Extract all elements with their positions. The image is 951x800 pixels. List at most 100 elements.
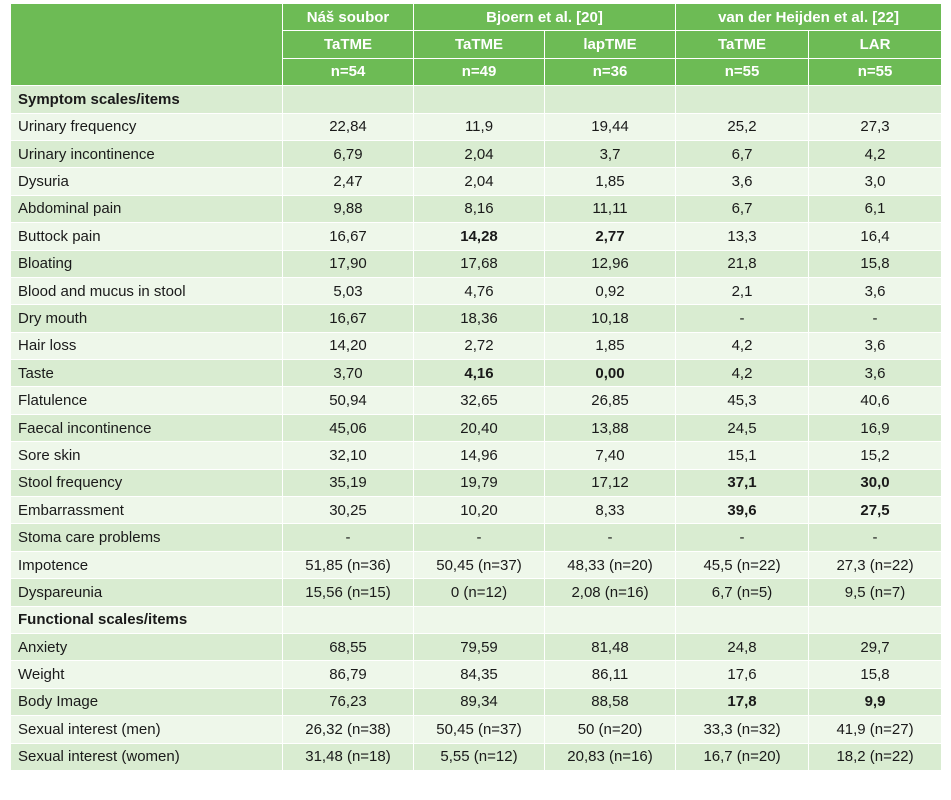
value-cell: 32,10 <box>282 441 414 470</box>
value-cell: 3,6 <box>808 331 943 361</box>
table-row: Hair loss 14,20 2,72 1,85 4,2 3,6 <box>10 331 943 361</box>
value-cell: 16,7 (n=20) <box>675 742 810 771</box>
value-cell: 8,33 <box>543 496 677 525</box>
value-cell: 13,88 <box>543 413 677 443</box>
value-cell: 0 (n=12) <box>413 578 545 607</box>
value-cell: - <box>282 523 414 552</box>
count-header: n=49 <box>413 57 545 87</box>
value-cell: 30,0 <box>808 468 943 498</box>
row-label: Dysuria <box>10 167 283 196</box>
value-cell: 20,83 (n=16) <box>543 742 677 771</box>
value-cell: 32,65 <box>413 386 545 415</box>
value-cell: 3,6 <box>808 276 943 306</box>
group-header-van-der-heijden: van der Heijden et al. [22] <box>675 2 943 32</box>
qol-comparison-table: Náš soubor Bjoern et al. [20] van der He… <box>10 2 943 771</box>
value-cell: 2,08 (n=16) <box>543 578 677 607</box>
value-cell: 4,2 <box>675 331 810 361</box>
table-row: Urinary incontinence 6,79 2,04 3,7 6,7 4,2 <box>10 139 943 169</box>
table-row: Dyspareunia 15,56 (n=15) 0 (n=12) 2,08 (n=1… <box>10 578 943 607</box>
value-cell: 16,4 <box>808 222 943 251</box>
table-row: Buttock pain 16,67 14,28 2,77 13,3 16,4 <box>10 222 943 251</box>
value-cell: 17,68 <box>413 249 545 278</box>
value-cell: 27,3 <box>808 112 943 141</box>
value-cell: 2,04 <box>413 139 545 169</box>
value-cell: 3,6 <box>808 359 943 388</box>
row-label: Impotence <box>10 550 283 580</box>
section-empty-cell <box>675 85 810 114</box>
section-empty-cell <box>543 605 677 634</box>
row-label: Stoma care problems <box>10 523 283 552</box>
value-cell: 29,7 <box>808 632 943 662</box>
count-header: n=55 <box>808 57 943 87</box>
results-table-container: Náš soubor Bjoern et al. [20] van der He… <box>10 2 943 771</box>
value-cell: 45,06 <box>282 413 414 443</box>
table-row: Urinary frequency 22,84 11,9 19,44 25,2 27,3 <box>10 112 943 141</box>
value-cell: 19,44 <box>543 112 677 141</box>
value-cell: 48,33 (n=20) <box>543 550 677 580</box>
section-title: Symptom scales/items <box>10 85 283 114</box>
value-cell: 5,55 (n=12) <box>413 742 545 771</box>
value-cell: 6,79 <box>282 139 414 169</box>
value-cell: - <box>675 523 810 552</box>
value-cell: 39,6 <box>675 496 810 525</box>
value-cell: 2,47 <box>282 167 414 196</box>
value-cell: 41,9 (n=27) <box>808 715 943 744</box>
row-label: Bloating <box>10 249 283 278</box>
value-cell: 27,5 <box>808 496 943 525</box>
table-row: Impotence 51,85 (n=36) 50,45 (n=37) 48,33 (… <box>10 550 943 580</box>
row-label: Hair loss <box>10 331 283 361</box>
section-empty-cell <box>413 85 545 114</box>
table-row: Bloating 17,90 17,68 12,96 21,8 15,8 <box>10 249 943 278</box>
value-cell: 9,5 (n=7) <box>808 578 943 607</box>
value-cell: 12,96 <box>543 249 677 278</box>
table-row: Sexual interest (men) 26,32 (n=38) 50,45 (… <box>10 715 943 744</box>
row-label: Sexual interest (men) <box>10 715 283 744</box>
table-row: Sexual interest (women) 31,48 (n=18) 5,55 … <box>10 742 943 771</box>
value-cell: 19,79 <box>413 468 545 498</box>
value-cell: 26,32 (n=38) <box>282 715 414 744</box>
value-cell: 50,94 <box>282 386 414 415</box>
row-label: Taste <box>10 359 283 388</box>
group-header-bjoern: Bjoern et al. [20] <box>412 2 677 32</box>
table-row: Abdominal pain 9,88 8,16 11,11 6,7 6,1 <box>10 194 943 224</box>
value-cell: 50,45 (n=37) <box>413 550 545 580</box>
method-header: lapTME <box>543 30 677 59</box>
value-cell: 11,9 <box>413 112 545 141</box>
value-cell: 3,70 <box>282 359 414 388</box>
section-empty-cell <box>413 605 545 634</box>
row-label: Urinary frequency <box>10 112 283 141</box>
section-empty-cell <box>543 85 677 114</box>
row-label: Body Image <box>10 687 283 717</box>
value-cell: 45,5 (n=22) <box>675 550 810 580</box>
value-cell: 6,7 <box>675 194 810 224</box>
value-cell: 84,35 <box>413 660 545 689</box>
table-row: Dry mouth 16,67 18,36 10,18- - <box>10 304 943 333</box>
row-label: Sore skin <box>10 441 283 470</box>
value-cell: 26,85 <box>543 386 677 415</box>
value-cell: 86,11 <box>543 660 677 689</box>
table-header: Náš soubor Bjoern et al. [20] van der He… <box>10 2 943 87</box>
value-cell: 21,8 <box>675 249 810 278</box>
value-cell: 9,88 <box>282 194 414 224</box>
value-cell: 3,7 <box>543 139 677 169</box>
value-cell: 8,16 <box>413 194 545 224</box>
value-cell: 2,04 <box>413 167 545 196</box>
section-empty-cell <box>675 605 810 634</box>
section-empty-cell <box>808 85 943 114</box>
value-cell: 15,2 <box>808 441 943 470</box>
value-cell: 79,59 <box>413 632 545 662</box>
section-empty-cell <box>282 85 414 114</box>
row-label: Urinary incontinence <box>10 139 283 169</box>
value-cell: 15,56 (n=15) <box>282 578 414 607</box>
value-cell: 81,48 <box>543 632 677 662</box>
value-cell: 14,96 <box>413 441 545 470</box>
value-cell: 25,2 <box>675 112 810 141</box>
table-row: Stool frequency 35,19 19,79 17,12 37,1 30,0 <box>10 468 943 498</box>
method-header: TaTME <box>282 30 414 59</box>
value-cell: 35,19 <box>282 468 414 498</box>
method-header: TaTME <box>413 30 545 59</box>
value-cell: 18,36 <box>413 304 545 333</box>
row-label: Dry mouth <box>10 304 283 333</box>
value-cell: 88,58 <box>543 687 677 717</box>
value-cell: 89,34 <box>413 687 545 717</box>
